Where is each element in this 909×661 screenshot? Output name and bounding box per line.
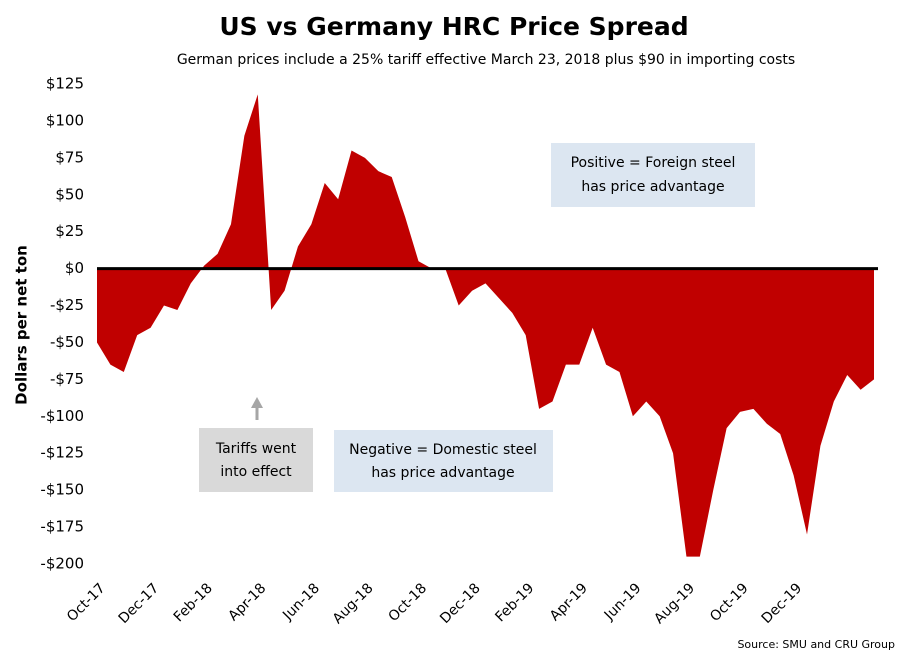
y-tick-label: $0 (65, 259, 84, 277)
annotation: Positive = Foreign steel (571, 155, 736, 171)
x-tick-label: Oct-18 (386, 580, 431, 625)
x-tick-label: Apr-19 (547, 580, 591, 624)
annotation: into effect (220, 464, 292, 480)
y-tick-label: -$125 (40, 444, 84, 462)
x-tick-label: Aug-18 (330, 580, 377, 627)
chart-title: US vs Germany HRC Price Spread (219, 12, 688, 41)
y-tick-label: -$200 (40, 555, 84, 573)
annotation-box (334, 430, 553, 492)
source: Source: SMU and CRU Group (737, 638, 895, 651)
annotation: has price advantage (371, 465, 514, 481)
y-tick-label: $125 (46, 75, 84, 93)
annotation: Tariffs went (215, 441, 297, 457)
x-tick-label: Aug-19 (651, 580, 698, 627)
area (97, 94, 874, 557)
x-tick-label: Jun-19 (601, 580, 645, 624)
y-tick-label: -$175 (40, 518, 84, 536)
x-tick-label: Dec-18 (437, 580, 484, 627)
x-tick-label: Apr-18 (225, 580, 269, 624)
x-tick-label: Feb-18 (171, 580, 216, 625)
annotation-box (199, 428, 313, 492)
annotation-box (551, 143, 755, 207)
y-tick-label: -$25 (50, 296, 84, 314)
y-axis-label: Dollars per net ton (13, 245, 31, 405)
chart-subtitle: German prices include a 25% tariff effec… (177, 52, 795, 68)
y-tick-label: $100 (46, 111, 84, 129)
y-tick-label: -$75 (50, 370, 84, 388)
annotation: has price advantage (581, 179, 724, 195)
x-tick-label: Oct-17 (64, 580, 109, 625)
arrow-head (251, 397, 263, 408)
x-tick-label: Jun-18 (279, 580, 323, 624)
y-tick-label: $50 (55, 185, 84, 203)
y-tick-label: -$100 (40, 407, 84, 425)
y-tick-label: $25 (55, 222, 84, 240)
x-tick-label: Dec-19 (759, 580, 806, 627)
y-tick-label: -$50 (50, 333, 84, 351)
x-tick-label: Oct-19 (707, 580, 752, 625)
y-tick-label: -$150 (40, 481, 84, 499)
y-tick-label: $75 (55, 148, 84, 166)
annotation: Negative = Domestic steel (349, 442, 537, 458)
x-tick-label: Dec-17 (116, 580, 163, 627)
x-tick-label: Feb-19 (492, 580, 537, 625)
